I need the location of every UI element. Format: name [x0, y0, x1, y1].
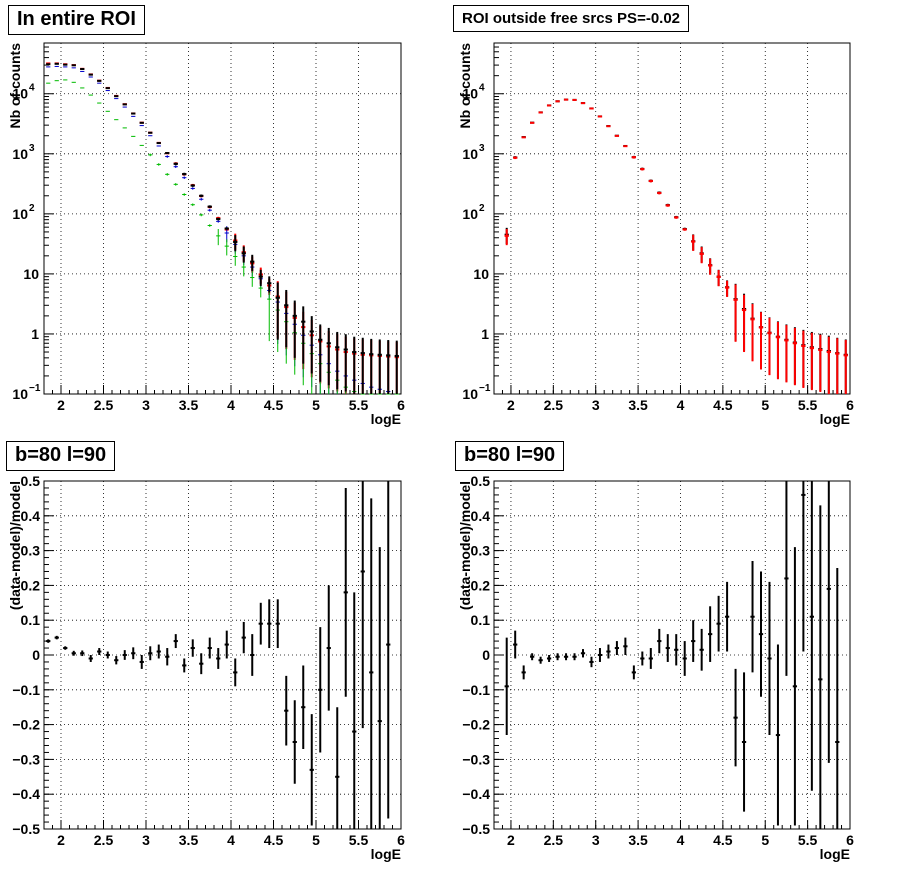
y-tick-label: 0.2	[471, 577, 491, 593]
y-tick-label: 10	[12, 206, 28, 222]
y-tick-label: 0	[32, 647, 40, 663]
x-tick-label: 4	[677, 397, 685, 413]
x-tick-label: 3	[142, 832, 150, 848]
x-tick-label: 4	[227, 832, 235, 848]
y-tick-label: 0.4	[471, 508, 491, 524]
x-tick-label: 2.5	[94, 397, 114, 413]
x-tick-label: 3.5	[628, 397, 648, 413]
y-tick-label: 10	[12, 386, 28, 402]
x-tick-label: 6	[397, 397, 405, 413]
x-tick-label: 2.5	[544, 397, 564, 413]
y-tick-label: −0.3	[12, 751, 40, 767]
y-tick-label: 0.3	[21, 543, 41, 559]
y-tick-label: 10	[462, 86, 478, 102]
y-tick-label: 10	[473, 266, 489, 282]
x-tick-label: 2	[57, 397, 65, 413]
y-tick-exponent: −1	[479, 383, 491, 394]
y-tick-label: −0.2	[12, 717, 40, 733]
y-tick-label: −0.1	[12, 682, 40, 698]
y-tick-label: 1	[31, 326, 39, 342]
y-tick-label: 0.1	[471, 612, 491, 628]
y-tick-label: 0.3	[471, 543, 491, 559]
y-tick-label: 0.1	[21, 612, 41, 628]
plot-frame	[493, 42, 851, 395]
x-tick-label: 2.5	[544, 832, 564, 848]
x-tick-label: 5.5	[798, 397, 818, 413]
x-tick-label: 4.5	[713, 397, 733, 413]
x-tick-label: 2	[57, 832, 65, 848]
y-tick-label: 0.5	[471, 473, 491, 489]
y-tick-label: −0.5	[12, 821, 40, 837]
y-tick-label: 0	[482, 647, 490, 663]
y-tick-exponent: 2	[479, 203, 485, 214]
y-tick-label: −0.2	[462, 717, 490, 733]
x-tick-label: 6	[846, 397, 854, 413]
plot-frame	[43, 42, 402, 395]
x-tick-label: 4.5	[713, 832, 733, 848]
y-tick-exponent: 4	[479, 83, 485, 94]
x-axis-label: logE	[820, 846, 850, 862]
x-tick-label: 5.5	[798, 832, 818, 848]
x-tick-label: 5	[761, 397, 769, 413]
x-tick-label: 4	[227, 397, 235, 413]
plot-frame	[493, 480, 851, 830]
x-tick-label: 5	[312, 397, 320, 413]
y-tick-exponent: −1	[29, 383, 41, 394]
x-tick-label: 5	[761, 832, 769, 848]
x-tick-label: 3	[142, 397, 150, 413]
y-tick-exponent: 3	[479, 143, 485, 154]
y-axis-label: Nb of counts	[457, 43, 473, 129]
x-tick-label: 4.5	[264, 832, 284, 848]
x-axis-label: logE	[371, 411, 401, 427]
y-tick-label: 10	[12, 86, 28, 102]
x-tick-label: 3.5	[628, 832, 648, 848]
y-axis-label: (data-model)/model	[457, 481, 473, 610]
x-tick-label: 5	[312, 832, 320, 848]
x-tick-label: 2	[507, 832, 515, 848]
y-tick-label: 1	[481, 326, 489, 342]
y-tick-exponent: 2	[29, 203, 35, 214]
y-tick-label: 0.4	[21, 508, 41, 524]
y-tick-label: −0.5	[462, 821, 490, 837]
x-axis-label: logE	[820, 411, 850, 427]
y-axis-label: (data-model)/model	[7, 481, 23, 610]
x-tick-label: 2	[507, 397, 515, 413]
x-tick-label: 4	[677, 832, 685, 848]
chart-title: b=80 l=90	[455, 441, 565, 471]
x-tick-label: 3	[592, 397, 600, 413]
y-tick-label: 0.2	[21, 577, 41, 593]
y-tick-label: −0.3	[462, 751, 490, 767]
y-axis-label: Nb of counts	[7, 43, 23, 129]
y-tick-label: 10	[12, 146, 28, 162]
x-tick-label: 3.5	[179, 397, 199, 413]
y-tick-label: 10	[462, 206, 478, 222]
x-tick-label: 3.5	[179, 832, 199, 848]
x-axis-label: logE	[371, 846, 401, 862]
chart-title: b=80 l=90	[6, 441, 116, 471]
x-tick-label: 4.5	[264, 397, 284, 413]
x-tick-label: 6	[846, 832, 854, 848]
x-tick-label: 5.5	[349, 832, 369, 848]
y-tick-label: 10	[23, 266, 39, 282]
y-tick-label: 0.5	[21, 473, 41, 489]
y-tick-exponent: 4	[29, 83, 35, 94]
plot-frame	[43, 480, 402, 830]
chart-title: ROI outside free srcs PS=-0.02	[453, 5, 690, 32]
x-tick-label: 2.5	[94, 832, 114, 848]
y-tick-label: −0.1	[462, 682, 490, 698]
y-tick-label: 10	[462, 386, 478, 402]
x-tick-label: 3	[592, 832, 600, 848]
y-tick-label: 10	[462, 146, 478, 162]
y-tick-exponent: 3	[29, 143, 35, 154]
y-tick-label: −0.4	[462, 786, 490, 802]
x-tick-label: 6	[397, 832, 405, 848]
x-tick-label: 5.5	[349, 397, 369, 413]
chart-title: In entire ROI	[8, 5, 145, 35]
y-tick-label: −0.4	[12, 786, 40, 802]
